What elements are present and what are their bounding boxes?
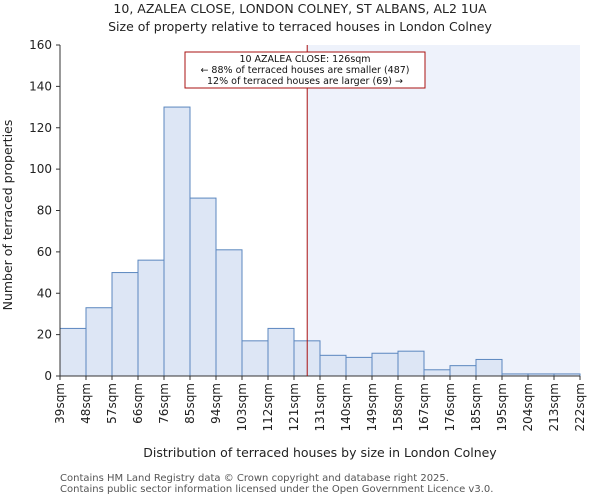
x-tick-label-149sqm: 149sqm <box>365 383 379 431</box>
footer-line-1: Contains HM Land Registry data © Crown c… <box>60 473 449 484</box>
x-tick-label-112sqm: 112sqm <box>261 383 275 431</box>
y-tick-label-60: 60 <box>37 245 52 259</box>
y-tick-label-100: 100 <box>29 162 52 176</box>
y-tick-label-20: 20 <box>37 328 52 342</box>
bar-149sqm <box>371 352 399 377</box>
chart-title: 10, AZALEA CLOSE, LONDON COLNEY, ST ALBA… <box>113 1 487 16</box>
x-tick-label-167sqm: 167sqm <box>417 383 431 431</box>
x-tick-label-204sqm: 204sqm <box>521 383 535 431</box>
x-tick-label-158sqm: 158sqm <box>391 383 405 431</box>
x-tick-label-76sqm: 76sqm <box>157 383 171 424</box>
x-tick-label-48sqm: 48sqm <box>79 383 93 424</box>
x-tick-label-66sqm: 66sqm <box>131 383 145 424</box>
x-tick-label-213sqm: 213sqm <box>547 383 561 431</box>
annotation-line-2: ← 88% of terraced houses are smaller (48… <box>200 65 409 76</box>
bar-48sqm <box>85 307 113 377</box>
bar-167sqm <box>423 369 451 377</box>
x-tick-label-131sqm: 131sqm <box>313 383 327 431</box>
x-tick-label-185sqm: 185sqm <box>469 383 483 431</box>
y-tick-label-40: 40 <box>37 286 52 300</box>
x-axis-label: Distribution of terraced houses by size … <box>143 445 497 460</box>
footer-line-2: Contains public sector information licen… <box>60 484 494 495</box>
y-axis-label: Number of terraced properties <box>0 120 15 311</box>
bar-76sqm <box>163 106 191 377</box>
bar-158sqm <box>397 350 425 377</box>
bar-39sqm <box>59 327 87 377</box>
x-tick-label-57sqm: 57sqm <box>105 383 119 424</box>
x-tick-label-195sqm: 195sqm <box>495 383 509 431</box>
bar-66sqm <box>137 259 165 377</box>
y-tick-label-0: 0 <box>44 369 52 383</box>
bar-112sqm <box>267 327 295 377</box>
bar-57sqm <box>111 272 139 377</box>
x-tick-label-176sqm: 176sqm <box>443 383 457 431</box>
x-tick-label-85sqm: 85sqm <box>183 383 197 424</box>
x-tick-label-121sqm: 121sqm <box>287 383 301 431</box>
larger-region-highlight <box>307 45 580 376</box>
annotation-box <box>184 51 426 89</box>
bar-85sqm <box>189 197 217 377</box>
x-ticks: 39sqm 48sqm 57sqm 66sqm 76sqm 85sqm 94sqm 103sq… <box>53 376 587 431</box>
bar-103sqm <box>241 340 269 377</box>
bar-140sqm <box>345 356 373 377</box>
bar-94sqm <box>215 249 243 377</box>
bars-layer <box>59 106 581 377</box>
annotation-line-1: 10 AZALEA CLOSE: 126sqm <box>239 54 370 65</box>
y-tick-label-140: 140 <box>29 79 52 93</box>
chart-subtitle: Size of property relative to terraced ho… <box>108 19 492 34</box>
bar-185sqm <box>475 358 503 377</box>
x-tick-label-39sqm: 39sqm <box>53 383 67 424</box>
x-tick-label-103sqm: 103sqm <box>235 383 249 431</box>
y-ticks: 0 20 40 60 80 100 120 140 160 <box>29 38 60 383</box>
x-tick-label-94sqm: 94sqm <box>209 383 223 424</box>
x-tick-label-222sqm: 222sqm <box>573 383 587 431</box>
x-tick-label-140sqm: 140sqm <box>339 383 353 431</box>
bar-131sqm <box>319 354 347 377</box>
annotation-line-3: 12% of terraced houses are larger (69) → <box>207 76 403 87</box>
y-tick-label-160: 160 <box>29 38 52 52</box>
y-tick-label-80: 80 <box>37 204 52 218</box>
y-tick-label-120: 120 <box>29 121 52 135</box>
bar-176sqm <box>449 365 477 377</box>
